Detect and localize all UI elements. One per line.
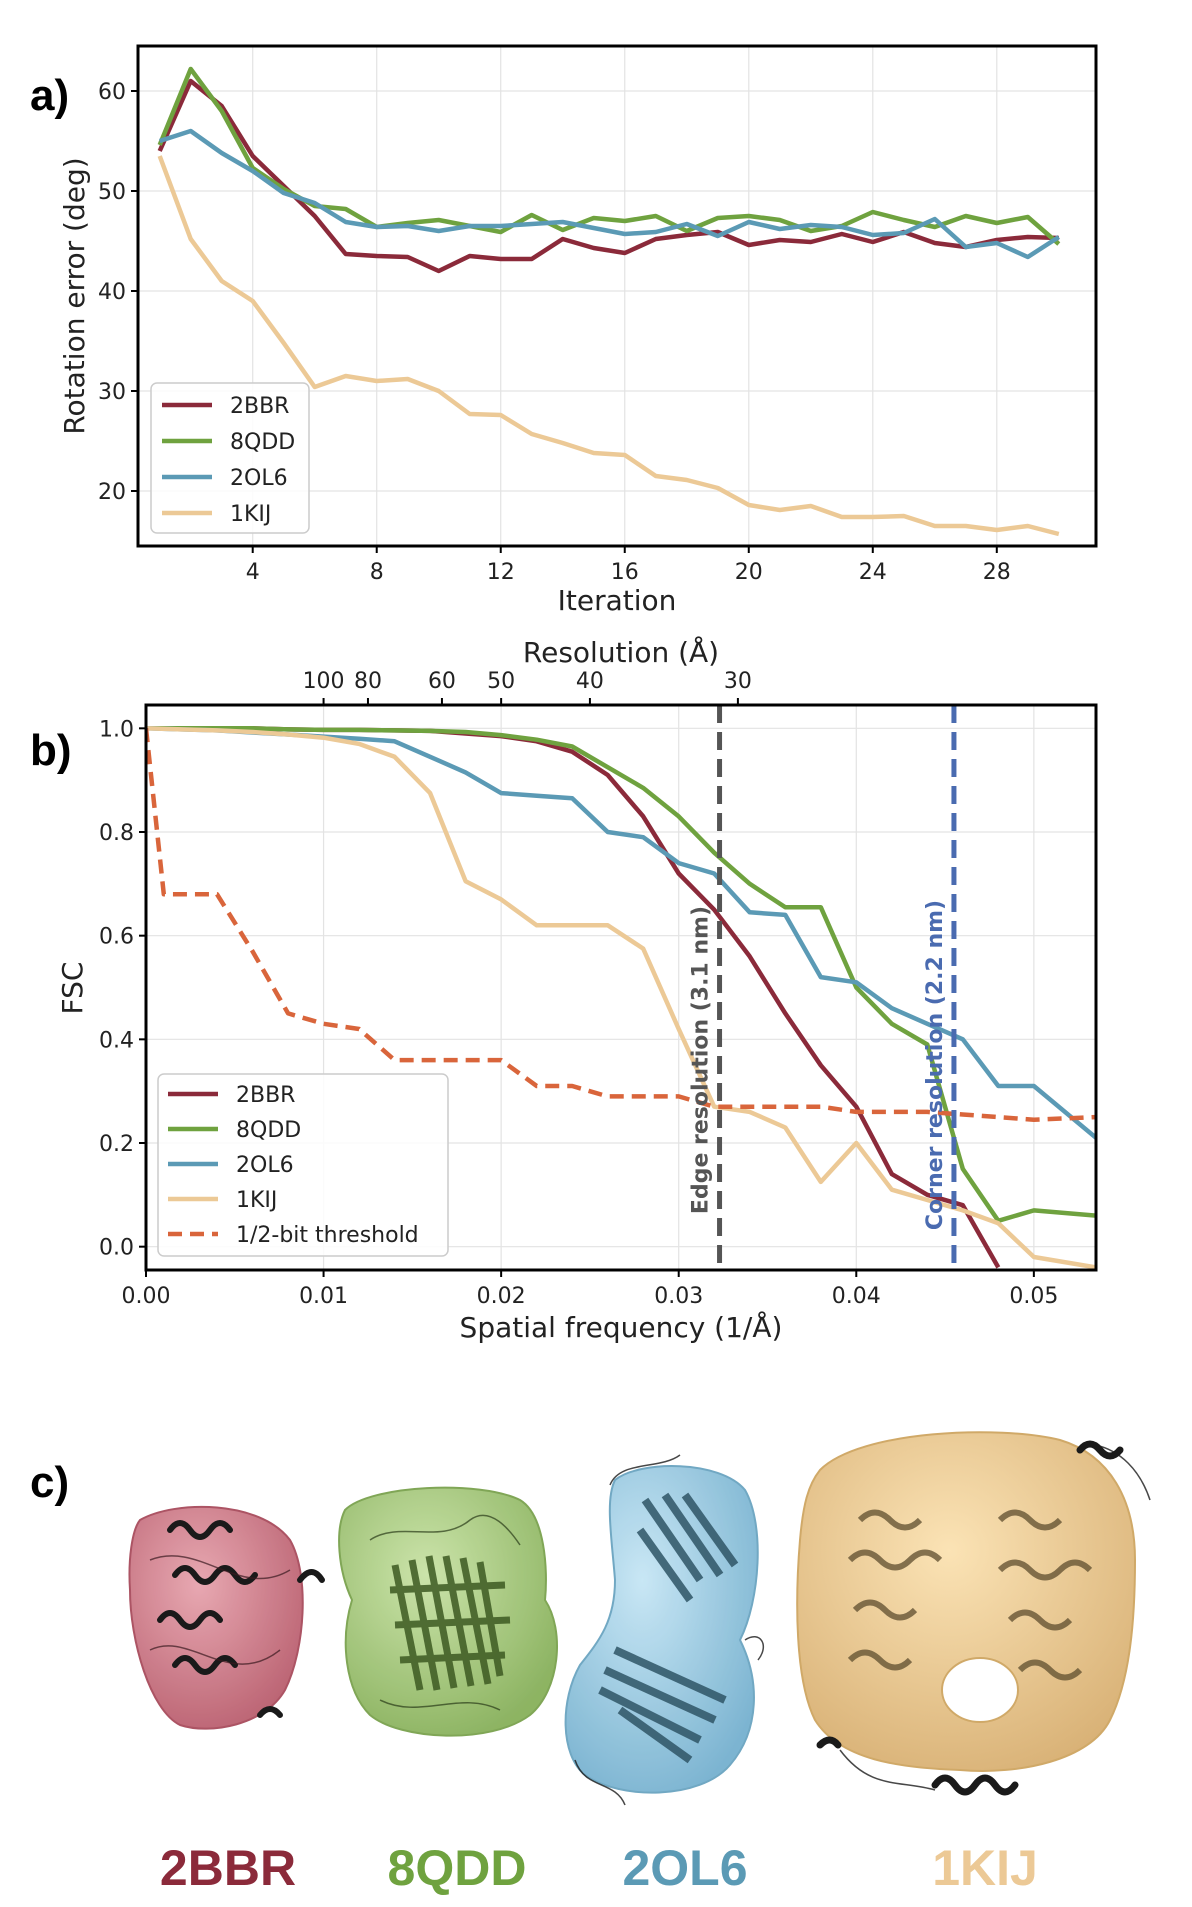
- y-tick-label: 0.6: [99, 925, 134, 950]
- y-ticks: 0.0 0.2 0.4 0.6 0.8 1.0: [99, 717, 146, 1261]
- series-line-1kij: [146, 726, 1096, 1270]
- corner-resolution-label: Corner resolution (2.2 nm): [923, 900, 948, 1230]
- structure-1kij-rendering: [796, 1431, 1151, 1796]
- series-lines: [146, 726, 1096, 1270]
- y-ticks: 20 30 40 50 60: [98, 80, 138, 505]
- x-tick-label: 8: [370, 560, 384, 585]
- x-tick-label: 0.02: [477, 1284, 526, 1309]
- x-tick-label: 0.03: [654, 1284, 703, 1309]
- structure-label-1kij: 1KIJ: [932, 1840, 1038, 1896]
- y-tick-label: 30: [98, 380, 126, 405]
- structure-2ol6-rendering: [564, 1454, 764, 1806]
- legend-box: [157, 1073, 449, 1257]
- y-tick-label: 0.4: [99, 1028, 134, 1053]
- legend-label: 2BBR: [236, 1083, 295, 1108]
- top-tick-label: 30: [724, 669, 752, 694]
- panel-a-label: a): [30, 71, 69, 120]
- legend-label: 1KIJ: [230, 502, 271, 527]
- legend-label: 1/2-bit threshold: [236, 1223, 419, 1248]
- legend: 2BBR 8QDD 2OL6 1KIJ 1/2-bit threshold: [157, 1073, 449, 1257]
- structure-label-8qdd: 8QDD: [388, 1840, 527, 1896]
- series-line-1kij: [157, 155, 1060, 537]
- structure-2bbr-rendering: [128, 1505, 325, 1730]
- legend-label: 8QDD: [236, 1118, 301, 1143]
- legend: 2BBR 8QDD 2OL6 1KIJ: [150, 382, 310, 534]
- series-line-8qdd: [157, 66, 1061, 246]
- legend-label: 1KIJ: [236, 1188, 277, 1213]
- x-axis-label: Spatial frequency (1/Å): [460, 1310, 783, 1344]
- structure-label-2bbr: 2BBR: [160, 1840, 296, 1896]
- x-tick-label: 0.01: [299, 1284, 348, 1309]
- panel-c-label: c): [30, 1458, 69, 1507]
- rotation-error-chart: 4 8 12 16 20 24 28 20 30 40 50 60 Iteration Rotati…: [58, 44, 1098, 617]
- series-lines: [157, 66, 1061, 537]
- top-tick-label: 60: [428, 669, 456, 694]
- x-ticks: 4 8 12 16 20 24 28: [246, 546, 1011, 585]
- top-tick-label: 80: [354, 669, 382, 694]
- x-tick-label: 0.00: [122, 1284, 171, 1309]
- x-tick-label: 12: [487, 560, 515, 585]
- x-axis-label: Iteration: [558, 584, 677, 617]
- legend-label: 2OL6: [230, 466, 288, 491]
- plot-frame: [136, 44, 1098, 548]
- structure-renderings: [128, 1431, 1151, 1806]
- y-tick-label: 1.0: [99, 717, 134, 742]
- y-axis-label: FSC: [56, 962, 89, 1015]
- x-tick-label: 4: [246, 560, 260, 585]
- fsc-chart: Edge resolution (3.1 nm) Corner resolutio…: [56, 635, 1098, 1344]
- legend-box: [150, 382, 310, 534]
- resolution-markers: Edge resolution (3.1 nm) Corner resolutio…: [689, 705, 957, 1270]
- top-tick-label: 100: [303, 669, 345, 694]
- edge-resolution-label: Edge resolution (3.1 nm): [689, 906, 714, 1214]
- legend-label: 8QDD: [230, 430, 295, 455]
- structure-8qdd-rendering: [338, 1486, 558, 1737]
- y-tick-label: 20: [98, 480, 126, 505]
- legend-entries: 2BBR 8QDD 2OL6 1KIJ: [162, 394, 295, 527]
- x-tick-label: 24: [859, 560, 887, 585]
- structure-labels: 2BBR 8QDD 2OL6 1KIJ: [160, 1840, 1038, 1896]
- y-tick-label: 40: [98, 280, 126, 305]
- x-tick-label: 0.04: [832, 1284, 881, 1309]
- series-line-2bbr: [157, 78, 1059, 274]
- panel-b-label: b): [30, 726, 72, 775]
- series-line-8qdd: [146, 726, 1096, 1224]
- legend-entries: 2BBR 8QDD 2OL6 1KIJ 1/2-bit threshold: [168, 1083, 419, 1248]
- y-tick-label: 60: [98, 80, 126, 105]
- y-tick-label: 0.0: [99, 1236, 134, 1261]
- structure-label-2ol6: 2OL6: [622, 1840, 747, 1896]
- x-tick-label: 28: [983, 560, 1011, 585]
- top-axis-label: Resolution (Å): [523, 635, 719, 669]
- legend-label: 2OL6: [236, 1153, 294, 1178]
- x-tick-label: 0.05: [1009, 1284, 1058, 1309]
- grid: [138, 46, 1096, 546]
- series-line-2ol6: [159, 128, 1061, 260]
- plot-frame: [144, 703, 1098, 1272]
- top-tick-label: 50: [487, 669, 515, 694]
- x-ticks: 0.00 0.01 0.02 0.03 0.04 0.05: [122, 1270, 1058, 1309]
- x-tick-label: 20: [735, 560, 763, 585]
- x-tick-label: 16: [611, 560, 639, 585]
- top-resolution-ticks: 100 80 60 50 40 30: [303, 669, 752, 705]
- legend-label: 2BBR: [230, 394, 289, 419]
- y-axis-label: Rotation error (deg): [58, 157, 91, 434]
- y-tick-label: 0.2: [99, 1132, 134, 1157]
- top-tick-label: 40: [576, 669, 604, 694]
- y-tick-label: 50: [98, 180, 126, 205]
- series-line-1-2-bit-threshold: [146, 728, 1096, 1122]
- y-tick-label: 0.8: [99, 821, 134, 846]
